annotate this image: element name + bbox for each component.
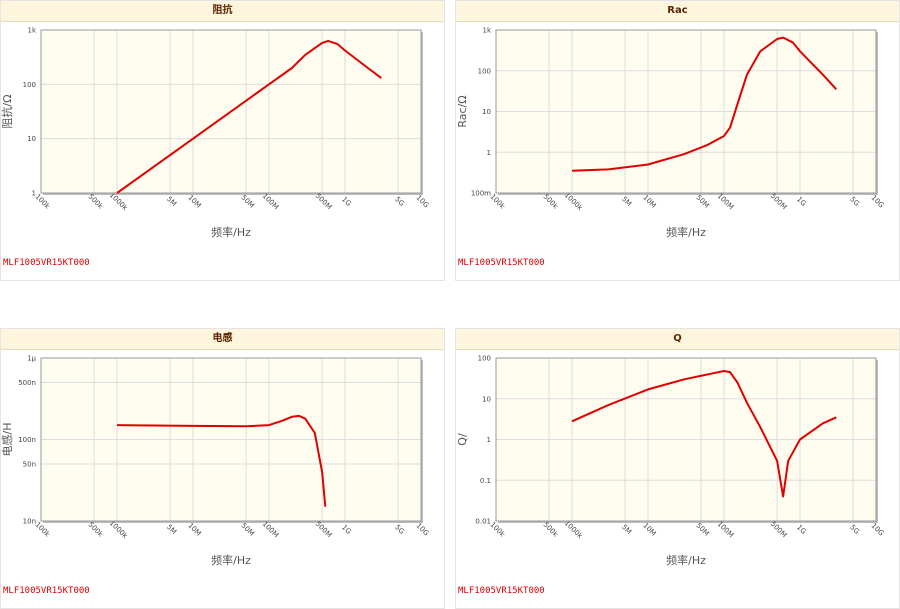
x-tick-label: 50M [694,193,710,209]
chart-panel: 阻抗 100k 500k 1000k 5M 10M 50M 100M 500M 1G 5G 10G 1 1… [0,0,445,281]
panel-title: 电感 [1,329,444,350]
y-tick-label: 500n [18,379,36,387]
x-axis-title: 频率/Hz [211,553,251,567]
x-tick-label: 500k [542,193,561,212]
x-tick-label: 1G [340,523,353,536]
data-line [571,370,837,498]
x-tick-label: 5G [848,523,861,536]
y-tick-label: 100 [23,81,36,89]
plot-frame [495,29,877,194]
x-tick-label: 10G [415,194,431,210]
panel-title: Q [456,329,899,350]
x-tick-label: 10M [186,521,202,537]
part-number: MLF1005VR15KT000 [458,586,545,596]
x-tick-label: 100k [33,521,52,540]
x-tick-label: 5M [165,195,178,208]
x-tick-label: 10G [870,522,886,538]
y-tick-label: 10 [482,395,491,403]
x-axis-title: 频率/Hz [666,225,706,239]
x-tick-label: 500k [542,521,561,540]
x-tick-label: 100k [488,193,507,212]
chart-panel: Q 100k 500k 1000k 5M 10M 50M 100M 500M 1G 5G 10G 0.0… [455,328,900,609]
y-tick-label: 0.01 [475,518,491,526]
x-tick-label: 50M [239,521,255,537]
y-tick-label: 100n [18,436,36,444]
x-tick-label: 1G [795,523,808,536]
y-tick-label: 1μ [27,355,36,363]
y-tick-label: 1 [487,149,491,157]
panel-title: 阻抗 [1,1,444,22]
y-tick-label: 1 [487,436,491,444]
chart: 100k 500k 1000k 5M 10M 50M 100M 500M 1G 5G 10G0.01… [456,355,886,568]
y-axis-title: 阻抗/Ω [1,94,14,128]
y-tick-label: 10 [27,135,36,143]
x-tick-label: 1G [340,195,353,208]
part-number: MLF1005VR15KT000 [3,258,90,268]
x-tick-label: 10G [870,194,886,210]
y-axis-title: 电感/H [1,423,14,457]
y-tick-label: 1k [482,27,491,35]
x-tick-label: 500k [87,193,106,212]
part-number: MLF1005VR15KT000 [458,258,545,268]
chart-panel: Rac 100k 500k 1000k 5M 10M 50M 100M 500M 1G 5G 10G 1… [455,0,900,281]
y-tick-label: 100 [478,67,491,75]
x-tick-label: 100k [488,521,507,540]
x-tick-label: 50M [694,521,710,537]
y-axis-title: Q/ [456,433,469,446]
y-axis-title: Rac/Ω [456,95,469,127]
chart: 100k 500k 1000k 5M 10M 50M 100M 500M 1G 5G 10G10n5… [1,355,431,568]
y-tick-label: 10n [23,518,36,526]
y-tick-label: 1 [32,190,36,198]
x-tick-label: 5M [165,523,178,536]
chart-panel: 电感 100k 500k 1000k 5M 10M 50M 100M 500M 1G 5G 10G 10… [0,328,445,609]
y-tick-label: 1k [27,27,36,35]
y-tick-label: 50n [23,461,36,469]
y-tick-label: 100 [478,355,491,363]
x-tick-label: 10M [641,193,657,209]
x-tick-label: 5G [393,195,406,208]
panel-title: Rac [456,1,899,22]
chart: 100k 500k 1000k 5M 10M 50M 100M 500M 1G 5G 10G1101… [1,27,431,240]
part-number: MLF1005VR15KT000 [3,586,90,596]
x-tick-label: 5G [393,523,406,536]
plot-frame [40,357,422,522]
x-tick-label: 100k [33,193,52,212]
chart: 100k 500k 1000k 5M 10M 50M 100M 500M 1G 5G 10G100m… [456,27,886,240]
data-line [116,414,327,507]
y-tick-label: 10 [482,108,491,116]
plot-frame [40,29,422,194]
x-tick-label: 5M [620,195,633,208]
y-tick-label: 0.1 [480,477,491,485]
x-tick-label: 5M [620,523,633,536]
x-axis-title: 频率/Hz [211,225,251,239]
y-tick-label: 100m [471,190,491,198]
x-tick-label: 10G [415,522,431,538]
x-tick-label: 500k [87,521,106,540]
x-tick-label: 1G [795,195,808,208]
data-line [116,39,382,194]
plot-frame [495,357,877,522]
x-tick-label: 50M [239,193,255,209]
x-tick-label: 5G [848,195,861,208]
data-line [571,36,838,172]
x-axis-title: 频率/Hz [666,553,706,567]
x-tick-label: 10M [641,521,657,537]
x-tick-label: 10M [186,193,202,209]
